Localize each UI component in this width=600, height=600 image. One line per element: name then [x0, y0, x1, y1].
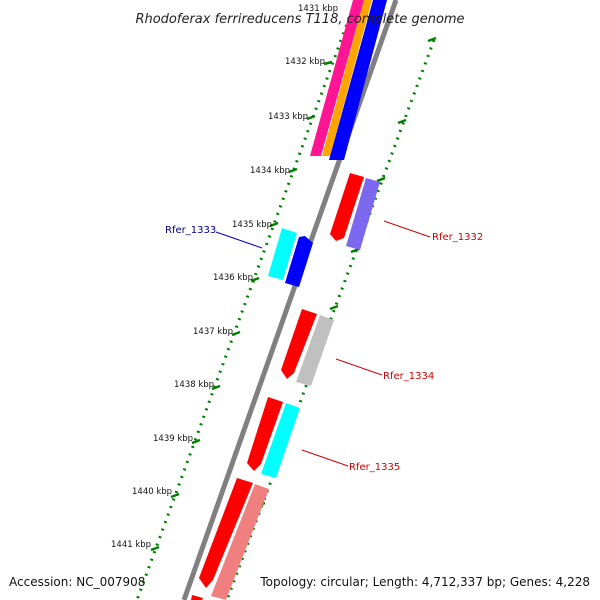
gene-feature-gray-1334 — [296, 315, 334, 386]
tick-label-1441: 1441 kbp — [111, 540, 151, 550]
tick-label-1434: 1434 kbp — [250, 166, 290, 176]
upper-feature-arcs — [310, 0, 387, 160]
gene-label-rfer-1333[interactable]: Rfer_1333 — [165, 225, 216, 236]
tick-label-1432: 1432 kbp — [285, 57, 325, 67]
gene-feature-red-4 — [199, 478, 253, 588]
genome-backbone — [181, 0, 399, 600]
tick-label-1435: 1435 kbp — [232, 220, 272, 230]
gene-feature-red-1 — [330, 173, 364, 241]
map-title: Rhodoferax ferrireducens T118, complete … — [135, 12, 464, 27]
gene-feature-cyan-1335 — [261, 403, 300, 478]
connector-rfer-1335 — [301, 449, 349, 467]
topology-text: Topology: circular; Length: 4,712,337 bp… — [259, 575, 590, 589]
inner-ticks — [150, 60, 333, 552]
gene-feature-cyan-1333 — [268, 228, 297, 280]
gene-feature-red-5 — [191, 595, 203, 600]
gene-label-rfer-1335[interactable]: Rfer_1335 — [349, 462, 400, 473]
connector-rfer-1332 — [383, 220, 431, 238]
gene-feature-purple-1332 — [346, 178, 380, 250]
gene-feature-red-2 — [281, 309, 317, 379]
gene-feature-salmon — [211, 484, 269, 600]
connector-rfer-1333 — [215, 231, 263, 249]
tick-label-1438: 1438 kbp — [174, 380, 214, 390]
gene-label-rfer-1334[interactable]: Rfer_1334 — [383, 371, 434, 382]
tick-label-1440: 1440 kbp — [132, 487, 172, 497]
gene-features — [191, 173, 380, 600]
gene-label-rfer-1332[interactable]: Rfer_1332 — [432, 232, 483, 243]
tick-label-1436: 1436 kbp — [213, 273, 253, 283]
tick-label-1439: 1439 kbp — [153, 434, 193, 444]
tick-label-1437: 1437 kbp — [193, 327, 233, 337]
tick-label-1431: 1431 kbp — [298, 4, 338, 14]
accession-text: Accession: NC_007908 — [9, 575, 145, 589]
gene-feature-blue-1333 — [285, 236, 313, 287]
inner-scale-line — [135, 9, 354, 600]
connector-rfer-1334 — [335, 358, 383, 376]
tick-label-1433: 1433 kbp — [268, 112, 308, 122]
gene-feature-red-3 — [247, 397, 283, 471]
